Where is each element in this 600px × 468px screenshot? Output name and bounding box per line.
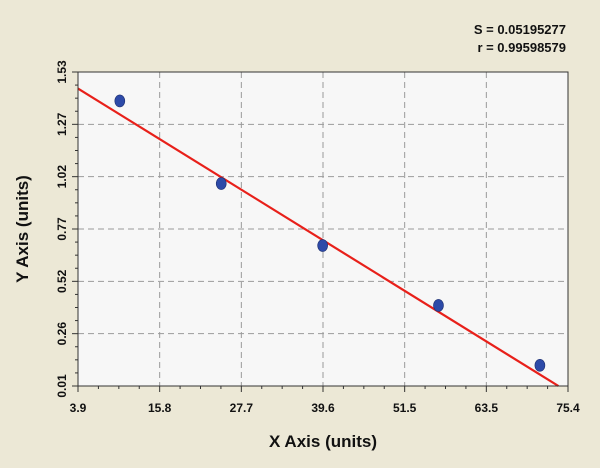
fit-line-layer xyxy=(77,87,559,387)
x-tick-label: 51.5 xyxy=(393,401,417,415)
x-tick-label: 39.6 xyxy=(311,401,335,415)
data-point xyxy=(534,359,546,372)
y-tick-label: 1.53 xyxy=(55,60,69,84)
y-tick-label: 0.26 xyxy=(55,322,69,346)
y-axis-title: Y Axis (units) xyxy=(13,175,32,283)
grid xyxy=(78,72,568,386)
data-point xyxy=(433,299,444,312)
data-point xyxy=(114,94,126,108)
y-tick-label: 1.02 xyxy=(55,165,69,189)
points-layer xyxy=(114,94,546,372)
x-axis-title: X Axis (units) xyxy=(269,432,377,451)
minor-ticks xyxy=(72,71,569,392)
y-tick-label: 0.01 xyxy=(55,374,69,398)
x-tick-label: 63.5 xyxy=(475,401,499,415)
x-tick-label: 15.8 xyxy=(148,401,172,415)
data-point xyxy=(317,239,328,252)
x-tick-label: 27.7 xyxy=(230,401,254,415)
x-tick-labels: 3.9 15.8 27.7 39.6 51.5 63.5 75.4 xyxy=(70,401,580,415)
data-point xyxy=(215,177,227,190)
x-tick-label: 3.9 xyxy=(70,401,87,415)
x-tick-label: 75.4 xyxy=(556,401,580,415)
r-statistic: r = 0.99598579 xyxy=(477,40,566,55)
y-tick-labels: 0.01 0.26 0.52 0.77 1.02 1.27 1.53 xyxy=(55,60,69,398)
y-tick-label: 1.27 xyxy=(55,112,69,136)
y-tick-label: 0.52 xyxy=(55,269,69,293)
y-tick-label: 0.77 xyxy=(55,217,69,241)
s-statistic: S = 0.05195277 xyxy=(474,22,566,37)
regression-line xyxy=(77,87,559,387)
